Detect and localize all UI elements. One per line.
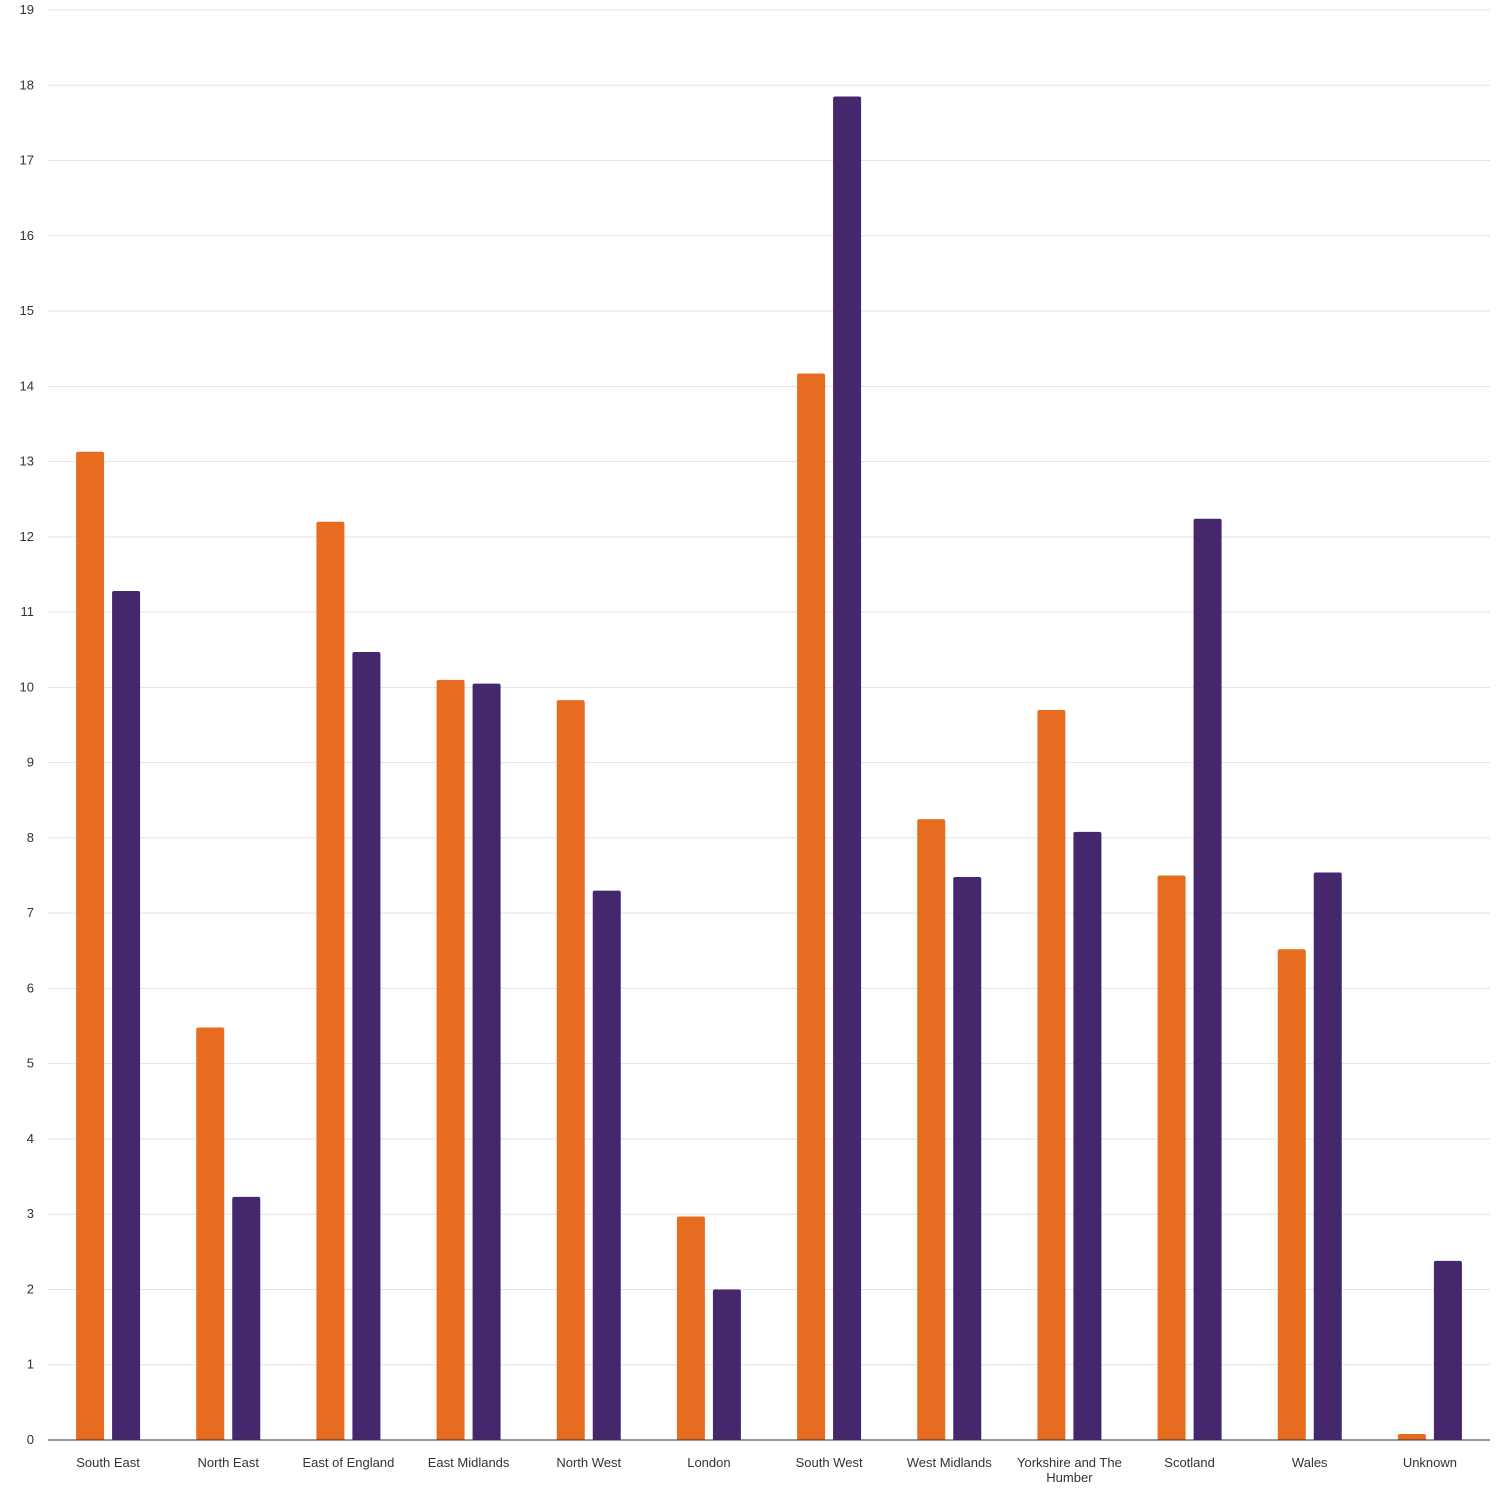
bar [196,1027,225,1440]
x-tick-label: London [687,1455,730,1470]
gridlines [48,9,1490,1366]
bar [917,819,946,1440]
bar [1193,518,1222,1440]
y-tick-label: 15 [20,303,34,318]
y-tick-label: 11 [21,604,35,619]
bar [676,1216,705,1440]
y-tick-label: 7 [27,905,34,920]
y-tick-label: 18 [20,77,34,92]
bar [1073,831,1102,1440]
y-tick-label: 0 [27,1432,34,1447]
x-tick-label: Wales [1292,1455,1328,1470]
bar [556,700,585,1440]
y-tick-label: 4 [27,1131,34,1146]
bar [1037,709,1066,1440]
x-tick-label: Yorkshire and The Humber [1017,1455,1122,1485]
bar [1397,1433,1426,1440]
x-tick-label: South West [796,1455,863,1470]
y-tick-label: 9 [27,755,34,770]
x-tick-label: North East [198,1455,260,1470]
bar [76,451,105,1440]
bar [833,96,862,1441]
x-tick-label: West Midlands [907,1455,993,1470]
y-tick-label: 16 [20,228,34,243]
bar [592,890,621,1440]
y-tick-label: 1 [27,1357,34,1372]
y-tick-label: 5 [27,1056,34,1071]
y-tick-label: 17 [20,153,34,168]
x-tick-label: East of England [303,1455,395,1470]
bar [472,683,501,1440]
y-tick-label: 14 [20,378,34,393]
y-tick-label: 19 [20,2,34,17]
y-tick-label: 8 [27,830,34,845]
bar [953,877,982,1440]
bar [316,521,345,1440]
bar [1313,872,1342,1440]
bar [797,373,826,1441]
y-tick-label: 2 [27,1281,34,1296]
x-tick-label: Scotland [1164,1455,1215,1470]
x-tick-label: Unknown [1403,1455,1457,1470]
x-tick-label: East Midlands [428,1455,510,1470]
bar [1277,949,1306,1440]
y-tick-label: 12 [20,529,34,544]
x-tick-label: North West [556,1455,621,1470]
bar [1433,1260,1462,1440]
bar [712,1289,741,1440]
x-axis-labels: South East North East East of England East … [76,1455,1457,1485]
y-tick-label: 13 [20,454,34,469]
bar [436,679,465,1440]
bar [1157,875,1186,1440]
y-tick-label: 3 [27,1206,34,1221]
bar [352,651,381,1440]
bar [232,1196,261,1440]
y-tick-label: 6 [27,980,34,995]
bar [112,591,141,1440]
y-tick-label: 10 [20,679,34,694]
x-tick-label: South East [76,1455,140,1470]
bars [76,96,1462,1441]
